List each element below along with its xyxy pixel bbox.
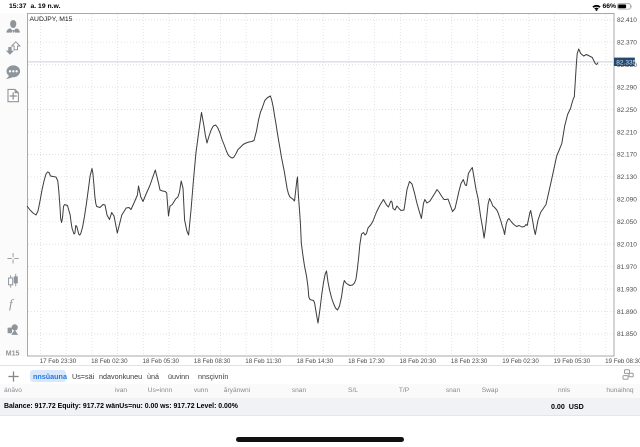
svg-text:18 Feb 05:30: 18 Feb 05:30 — [143, 358, 180, 365]
svg-text:82.130: 82.130 — [617, 174, 637, 181]
svg-text:M15: M15 — [6, 351, 20, 357]
svg-text:f: f — [9, 296, 15, 311]
svg-text:82.410: 82.410 — [617, 17, 637, 24]
svg-text:82.010: 82.010 — [617, 241, 637, 248]
svg-text:82.210: 82.210 — [617, 129, 637, 136]
svg-text:18 Feb 23:30: 18 Feb 23:30 — [451, 358, 488, 365]
svg-text:82.370: 82.370 — [617, 40, 637, 47]
svg-text:82.090: 82.090 — [617, 197, 637, 204]
svg-text:82.170: 82.170 — [617, 152, 637, 159]
svg-text:18 Feb 08:30: 18 Feb 08:30 — [194, 358, 231, 365]
svg-text:82.050: 82.050 — [617, 219, 637, 226]
svg-text:82.290: 82.290 — [617, 84, 637, 91]
svg-text:18 Feb 14:30: 18 Feb 14:30 — [297, 358, 334, 365]
svg-text:81.850: 81.850 — [617, 331, 637, 338]
svg-text:81.970: 81.970 — [617, 264, 637, 271]
svg-text:82.250: 82.250 — [617, 107, 637, 114]
svg-text:81.890: 81.890 — [617, 309, 637, 316]
svg-text:17 Feb 23:30: 17 Feb 23:30 — [40, 358, 77, 365]
svg-text:18 Feb 20:30: 18 Feb 20:30 — [400, 358, 437, 365]
svg-text:19 Feb 05:30: 19 Feb 05:30 — [554, 358, 591, 365]
svg-text:AUDJPY, M15: AUDJPY, M15 — [30, 16, 73, 23]
svg-text:18 Feb 11:30: 18 Feb 11:30 — [245, 358, 282, 365]
svg-text:19 Feb 08:30: 19 Feb 08:30 — [605, 358, 640, 365]
svg-text:81.930: 81.930 — [617, 286, 637, 293]
svg-text:82.335: 82.335 — [616, 59, 636, 66]
svg-text:18 Feb 17:30: 18 Feb 17:30 — [348, 358, 385, 365]
svg-text:19 Feb 02:30: 19 Feb 02:30 — [502, 358, 539, 365]
svg-text:18 Feb 02:30: 18 Feb 02:30 — [91, 358, 128, 365]
